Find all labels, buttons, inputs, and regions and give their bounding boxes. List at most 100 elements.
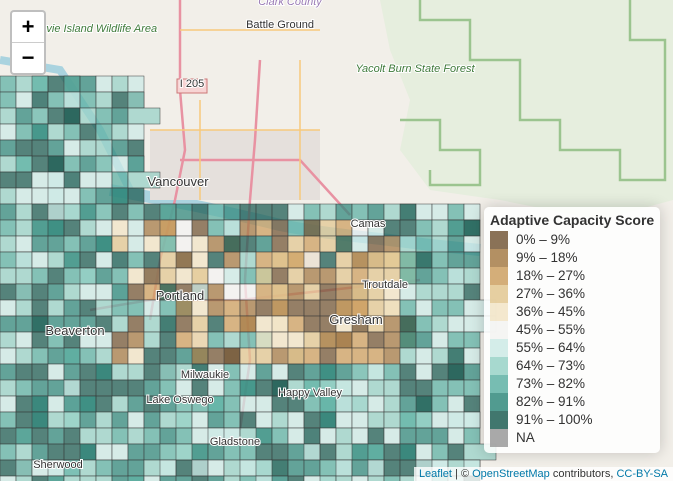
zoom-out[interactable]: − xyxy=(12,42,44,73)
tract xyxy=(303,267,321,285)
tract xyxy=(271,411,289,429)
tract xyxy=(127,155,145,173)
tract xyxy=(63,155,81,173)
tract xyxy=(79,219,97,237)
tract xyxy=(191,251,209,269)
tract xyxy=(223,203,241,221)
tract xyxy=(79,475,97,481)
tract xyxy=(127,379,145,397)
tract xyxy=(15,443,33,461)
tract xyxy=(143,427,161,445)
tract xyxy=(127,331,145,349)
tract xyxy=(111,459,129,477)
legend-item: 91% – 100% xyxy=(490,411,660,429)
tract xyxy=(463,283,481,301)
tract xyxy=(271,203,289,221)
tract xyxy=(63,363,81,381)
tract xyxy=(287,267,305,285)
tract xyxy=(383,395,401,413)
tract xyxy=(159,347,177,365)
tract xyxy=(95,395,113,413)
tract xyxy=(239,411,257,429)
tract xyxy=(271,459,289,477)
tract xyxy=(111,235,129,253)
tract xyxy=(111,75,129,93)
legend-label: 27% – 36% xyxy=(516,286,586,301)
tract xyxy=(31,379,49,397)
tract xyxy=(463,347,481,365)
tract xyxy=(127,459,145,477)
tract xyxy=(463,251,481,269)
tract xyxy=(175,411,193,429)
attribution-text: contributors, xyxy=(552,468,614,480)
tract xyxy=(111,443,129,461)
legend-swatch xyxy=(490,303,508,321)
tract xyxy=(415,267,433,285)
tract xyxy=(0,171,17,189)
place-label: Gresham xyxy=(329,312,382,327)
tract xyxy=(191,347,209,365)
tract xyxy=(159,203,177,221)
tract xyxy=(127,299,145,317)
tract xyxy=(15,139,33,157)
tract xyxy=(239,347,257,365)
tract xyxy=(447,299,465,317)
tract xyxy=(15,299,33,317)
osm-link[interactable]: OpenStreetMap xyxy=(472,468,550,480)
tract xyxy=(367,235,385,253)
tract xyxy=(0,331,17,349)
legend-label: 55% – 64% xyxy=(516,340,586,355)
tract xyxy=(191,411,209,429)
tract xyxy=(351,331,369,349)
tract xyxy=(463,219,481,237)
tract xyxy=(367,475,385,481)
tract xyxy=(15,427,33,445)
license-link[interactable]: CC-BY-SA xyxy=(616,468,668,480)
tract xyxy=(79,347,97,365)
tract xyxy=(127,427,145,445)
tract xyxy=(399,363,417,381)
tract xyxy=(271,315,289,333)
legend-item: 0% – 9% xyxy=(490,231,660,249)
place-label: Clark County xyxy=(258,0,323,8)
leaflet-link[interactable]: Leaflet xyxy=(418,468,452,480)
tract xyxy=(383,459,401,477)
legend-item: 64% – 73% xyxy=(490,357,660,375)
tract xyxy=(319,203,337,221)
tract xyxy=(287,411,305,429)
tract xyxy=(431,251,449,269)
tract xyxy=(271,443,289,461)
tract xyxy=(399,219,417,237)
tract xyxy=(223,395,241,413)
tract xyxy=(15,459,33,477)
legend-swatch xyxy=(490,339,508,357)
tract xyxy=(271,235,289,253)
tract xyxy=(367,363,385,381)
tract xyxy=(47,475,65,481)
tract xyxy=(127,395,145,413)
legend-item: 45% – 55% xyxy=(490,321,660,339)
zoom-in[interactable]: + xyxy=(21,14,35,39)
tract xyxy=(15,267,33,285)
tract xyxy=(47,187,65,205)
tract xyxy=(63,379,81,397)
tract xyxy=(367,395,385,413)
tract xyxy=(367,411,385,429)
tract xyxy=(31,347,49,365)
tract xyxy=(223,299,241,317)
tract xyxy=(111,363,129,381)
tract xyxy=(335,331,353,349)
tract xyxy=(303,235,321,253)
tract xyxy=(15,187,33,205)
legend-swatch xyxy=(490,285,508,303)
tract xyxy=(47,427,65,445)
tract xyxy=(127,411,145,429)
tract xyxy=(447,347,465,365)
legend-label: 9% – 18% xyxy=(516,250,578,265)
tract xyxy=(431,379,449,397)
tract xyxy=(0,443,17,461)
tract xyxy=(207,459,225,477)
tract xyxy=(447,395,465,413)
tract xyxy=(239,299,257,317)
